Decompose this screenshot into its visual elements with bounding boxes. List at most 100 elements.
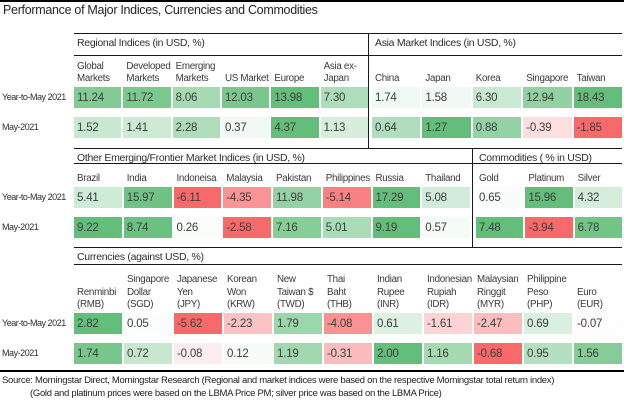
value-cell: 1.58: [422, 87, 471, 108]
band-top-rule: [74, 247, 622, 248]
value-cell: -6.11: [173, 187, 222, 208]
bottom-rule: [0, 370, 624, 372]
value-cell: 7.48: [476, 217, 524, 238]
column-header: Brazil: [77, 172, 100, 184]
column-header: Platinum: [528, 172, 565, 184]
value-cell: 8.06: [172, 87, 220, 108]
row-label: Year-to-May 2021: [2, 192, 66, 203]
value-cell: -0.07: [574, 313, 622, 334]
value-cell: 0.26: [173, 217, 222, 238]
row-label: Year-to-May 2021: [2, 92, 66, 103]
column-header-row: Brazil India Indoneisa Malaysia Pakistan Phil…: [74, 165, 470, 185]
row-label: May-2021: [2, 348, 39, 359]
value-cell: 8.74: [123, 217, 172, 238]
value-cell: 0.64: [372, 117, 421, 138]
column-header: Singapore Dollar (SGD): [127, 274, 169, 310]
column-header: Gold: [479, 172, 499, 184]
value-cell: 0.61: [374, 313, 422, 334]
value-cell: 1.56: [574, 343, 622, 364]
column-header: Russia: [375, 172, 404, 184]
column-header: Renminbi (RMB): [77, 286, 116, 310]
value-cell: 0.37: [221, 117, 270, 138]
column-header: Asia ex- Japan: [323, 60, 357, 84]
column-header: India: [126, 172, 147, 184]
section-header: Currencies (against USD, %): [77, 251, 204, 263]
value-cell: 17.29: [372, 187, 421, 208]
value-cell: -3.94: [525, 217, 573, 238]
source-note-line1: Source: Morningstar Direct, Morningstar …: [2, 375, 555, 386]
column-header: Thailand: [425, 172, 461, 184]
value-cell: 11.24: [74, 87, 122, 108]
value-cell: 12.94: [523, 87, 572, 108]
top-rule: [0, 0, 624, 2]
value-cell: 15.97: [123, 187, 172, 208]
value-cell: 0.95: [524, 343, 572, 364]
column-header: Malaysian Ringgit (MYR): [477, 274, 519, 310]
data-row: 1.74 0.72 -0.08 0.12 1.19 -0.31 2.00 1.16 -0.68 0…: [74, 343, 622, 364]
value-cell: -4.35: [223, 187, 271, 208]
band-header-rule: [74, 264, 622, 265]
row-label: May-2021: [2, 122, 39, 133]
data-row: 2.82 0.05 -5.62 -2.23 1.79 -4.08 0.61 -1.61 -2.4…: [74, 313, 622, 334]
section-header: Asia Market Indices (in USD, %): [375, 37, 516, 49]
column-header: Philippine Peso (PHP): [527, 274, 567, 310]
band-top-rule: [74, 33, 622, 34]
value-cell: -2.58: [223, 217, 271, 238]
value-cell: -0.08: [174, 343, 222, 364]
value-cell: 0.69: [524, 313, 572, 334]
value-cell: 7.16: [273, 217, 321, 238]
value-cell: 2.00: [374, 343, 422, 364]
column-header: Euro (EUR): [577, 286, 603, 310]
value-cell: 0.65: [476, 187, 524, 208]
section-divider: [368, 33, 369, 148]
value-cell: 0.88: [472, 117, 522, 138]
value-cell: 9.19: [372, 217, 421, 238]
value-cell: -5.14: [322, 187, 371, 208]
value-cell: 2.28: [172, 117, 220, 138]
value-cell: 11.98: [273, 187, 321, 208]
column-header: Korean Won (KRW): [227, 274, 257, 310]
value-cell: 1.74: [372, 87, 421, 108]
column-header: Silver: [577, 172, 601, 184]
value-cell: -4.08: [324, 313, 372, 334]
value-cell: 6.78: [574, 217, 622, 238]
page-title: Performance of Major Indices, Currencies…: [3, 3, 318, 17]
column-header: US Market: [224, 72, 269, 84]
data-row: 9.22 8.74 0.26 -2.58 7.16 5.01 9.19 0.57: [74, 217, 470, 238]
value-cell: -1.85: [573, 117, 622, 138]
column-header: Taiwan: [576, 72, 606, 84]
source-note-line2: (Gold and platinum prices were based on …: [30, 388, 442, 399]
value-cell: 1.52: [74, 117, 122, 138]
value-cell: 2.82: [74, 313, 122, 334]
column-header: Singapore: [526, 72, 569, 84]
value-cell: 0.05: [124, 313, 172, 334]
value-cell: 4.32: [574, 187, 622, 208]
value-cell: 0.72: [124, 343, 172, 364]
data-row: 0.65 15.96 4.32: [476, 187, 622, 208]
column-header: Developed Markets: [126, 60, 171, 84]
column-header-row: China Japan Korea Singapore Taiwan: [372, 57, 622, 85]
value-cell: 7.30: [320, 87, 368, 108]
data-row: 5.41 15.97 -6.11 -4.35 11.98 -5.14 17.29 5.08: [74, 187, 470, 208]
data-row: 1.52 1.41 2.28 0.37 4.37 1.13: [74, 117, 368, 138]
column-header: Pakistan: [276, 172, 312, 184]
column-header: Europe: [274, 72, 305, 84]
data-row: 1.74 1.58 6.30 12.94 18.43: [372, 87, 622, 108]
column-header-row: Global Markets Developed Markets Emerging …: [74, 57, 368, 85]
value-cell: 11.72: [123, 87, 171, 108]
column-header-row: Renminbi (RMB) Singapore Dollar (SGD) Japa…: [74, 266, 622, 311]
section-header: Regional Indices (in USD, %): [77, 37, 205, 49]
band-header-rule: [74, 55, 622, 56]
value-cell: 5.01: [322, 217, 371, 238]
column-header: New Taiwan $ (TWD): [277, 274, 314, 310]
value-cell: 5.41: [74, 187, 122, 208]
value-cell: 5.08: [422, 187, 470, 208]
column-header: Global Markets: [77, 60, 110, 84]
value-cell: -1.61: [424, 313, 472, 334]
value-cell: 4.37: [271, 117, 319, 138]
value-cell: 13.98: [271, 87, 319, 108]
value-cell: 1.74: [74, 343, 122, 364]
value-cell: 18.43: [573, 87, 622, 108]
